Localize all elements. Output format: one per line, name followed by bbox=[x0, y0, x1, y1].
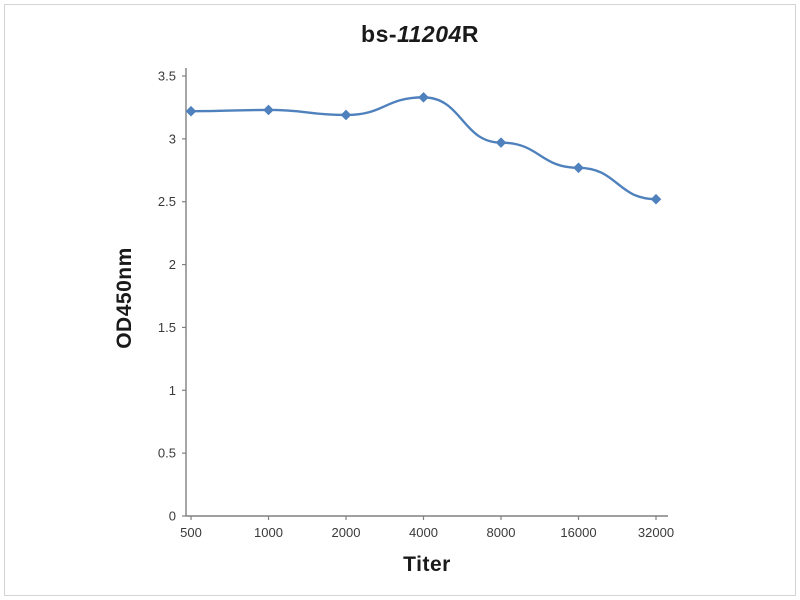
y-tick-label: 1.5 bbox=[158, 320, 176, 335]
chart-title-suffix: R bbox=[461, 21, 479, 47]
chart-title-prefix: bs- bbox=[361, 21, 398, 47]
y-tick-label: 3 bbox=[169, 131, 176, 146]
data-point-marker bbox=[418, 92, 429, 103]
data-point-marker bbox=[340, 109, 352, 121]
y-tick-label: 1 bbox=[169, 383, 176, 398]
y-tick-label: 0.5 bbox=[158, 446, 176, 461]
data-point-marker bbox=[263, 104, 274, 116]
x-tick-label: 4000 bbox=[409, 525, 438, 540]
x-tick-label: 500 bbox=[180, 525, 202, 540]
y-tick-label: 0 bbox=[169, 509, 176, 524]
chart-title-number: 11204 bbox=[397, 21, 462, 47]
y-tick-label: 2.5 bbox=[158, 194, 176, 209]
x-axis-title: Titer bbox=[403, 553, 451, 576]
x-tick-label: 1000 bbox=[254, 525, 283, 540]
x-tick-label: 32000 bbox=[638, 525, 674, 540]
series-line bbox=[190, 96, 657, 201]
data-point-marker bbox=[650, 193, 662, 205]
line-chart-plot: 0 0.5 1 1.5 2 2.5 3 3.5 500 1000 2000 4000 8000 16000… bbox=[158, 68, 674, 540]
y-tick-label: 3.5 bbox=[158, 69, 176, 84]
y-tick-label: 2 bbox=[169, 257, 176, 272]
chart-title: bs-11204R bbox=[5, 21, 795, 48]
data-point-marker bbox=[495, 137, 507, 148]
image-frame: bs-11204R OD450nm Titer 0 0.5 1 1.5 2 2.5 3 3.5… bbox=[4, 4, 796, 596]
data-point-marker bbox=[573, 162, 584, 174]
x-tick-label: 8000 bbox=[487, 525, 516, 540]
x-tick-label: 2000 bbox=[332, 525, 361, 540]
x-tick-label: 16000 bbox=[560, 525, 596, 540]
data-point-marker bbox=[185, 105, 197, 117]
